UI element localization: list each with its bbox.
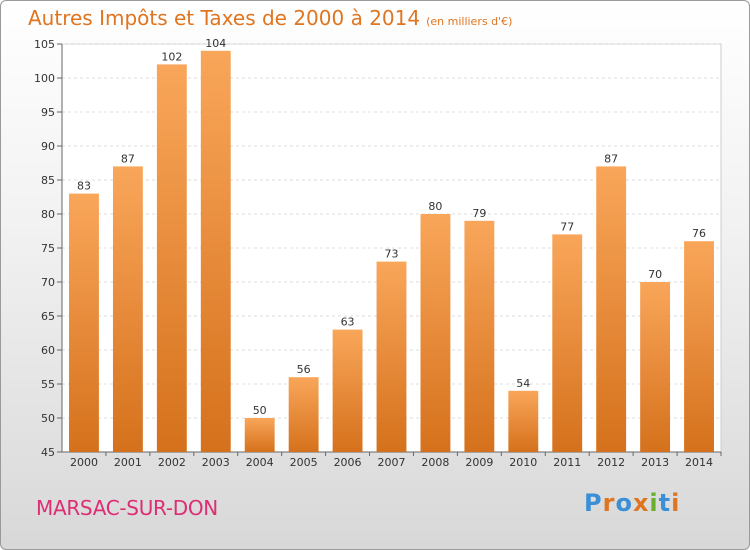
bar-value-label: 70	[648, 268, 662, 281]
bar-value-label: 87	[121, 152, 135, 165]
logo-letter: i	[649, 489, 659, 517]
x-tick-label: 2010	[509, 456, 537, 469]
bar	[552, 234, 583, 452]
bar-value-label: 63	[341, 316, 355, 329]
bar	[640, 282, 671, 452]
bar	[69, 193, 99, 452]
bar-value-label: 54	[516, 377, 530, 390]
logo-letter: i	[671, 489, 681, 517]
y-tick-label: 55	[41, 378, 55, 391]
chart-title: Autres Impôts et Taxes de 2000 à 2014 (en…	[28, 6, 512, 30]
x-tick-label: 2002	[158, 456, 186, 469]
bar	[376, 261, 407, 452]
y-tick-label: 80	[41, 208, 55, 221]
x-tick-label: 2001	[114, 456, 142, 469]
x-tick-label: 2013	[641, 456, 669, 469]
bar	[112, 166, 143, 452]
bar-value-label: 80	[428, 200, 442, 213]
bar-value-label: 76	[692, 227, 706, 240]
y-tick-label: 45	[41, 446, 55, 459]
y-tick-label: 75	[41, 242, 55, 255]
bar	[596, 166, 627, 452]
x-tick-label: 2011	[553, 456, 581, 469]
bar	[508, 390, 539, 452]
y-tick-label: 95	[41, 106, 55, 119]
x-tick-label: 2005	[290, 456, 318, 469]
chart-title-text: Autres Impôts et Taxes de 2000 à 2014	[28, 6, 421, 30]
chart-subtitle: (en milliers d'€)	[426, 15, 513, 28]
bar-value-label: 77	[560, 220, 574, 233]
logo-letter: P	[584, 489, 603, 517]
y-tick-label: 85	[41, 174, 55, 187]
bar	[420, 214, 451, 452]
bar	[156, 64, 187, 453]
logo-letter: x	[632, 489, 650, 517]
bar-value-label: 79	[472, 207, 486, 220]
x-tick-label: 2007	[378, 456, 406, 469]
bar	[464, 220, 495, 452]
bar-value-label: 83	[77, 180, 91, 193]
proxiti-logo: Proxiti	[584, 489, 680, 517]
x-tick-label: 2000	[70, 456, 98, 469]
x-tick-label: 2008	[421, 456, 449, 469]
x-tick-label: 2003	[202, 456, 230, 469]
y-tick-label: 100	[34, 72, 55, 85]
bar-value-label: 104	[205, 37, 226, 50]
bar	[684, 241, 714, 452]
bar-value-label: 102	[161, 50, 182, 63]
x-tick-label: 2004	[246, 456, 274, 469]
bar-value-label: 50	[253, 404, 267, 417]
x-tick-label: 2014	[685, 456, 713, 469]
logo-letter: o	[615, 489, 633, 517]
bar	[332, 329, 363, 452]
x-tick-label: 2012	[597, 456, 625, 469]
bar	[244, 418, 275, 452]
y-tick-label: 60	[41, 344, 55, 357]
y-tick-label: 105	[34, 38, 55, 51]
y-tick-label: 90	[41, 140, 55, 153]
logo-letter: r	[602, 489, 616, 517]
y-tick-label: 50	[41, 412, 55, 425]
bar	[288, 377, 319, 452]
bar	[200, 50, 231, 453]
bar-value-label: 87	[604, 152, 618, 165]
y-tick-label: 70	[41, 276, 55, 289]
y-tick-label: 65	[41, 310, 55, 323]
bar-value-label: 56	[297, 363, 311, 376]
x-tick-label: 2006	[334, 456, 362, 469]
x-tick-label: 2009	[465, 456, 493, 469]
bar-value-label: 73	[385, 248, 399, 261]
logo-letter: t	[658, 489, 672, 517]
commune-name: MARSAC-SUR-DON	[36, 496, 218, 520]
